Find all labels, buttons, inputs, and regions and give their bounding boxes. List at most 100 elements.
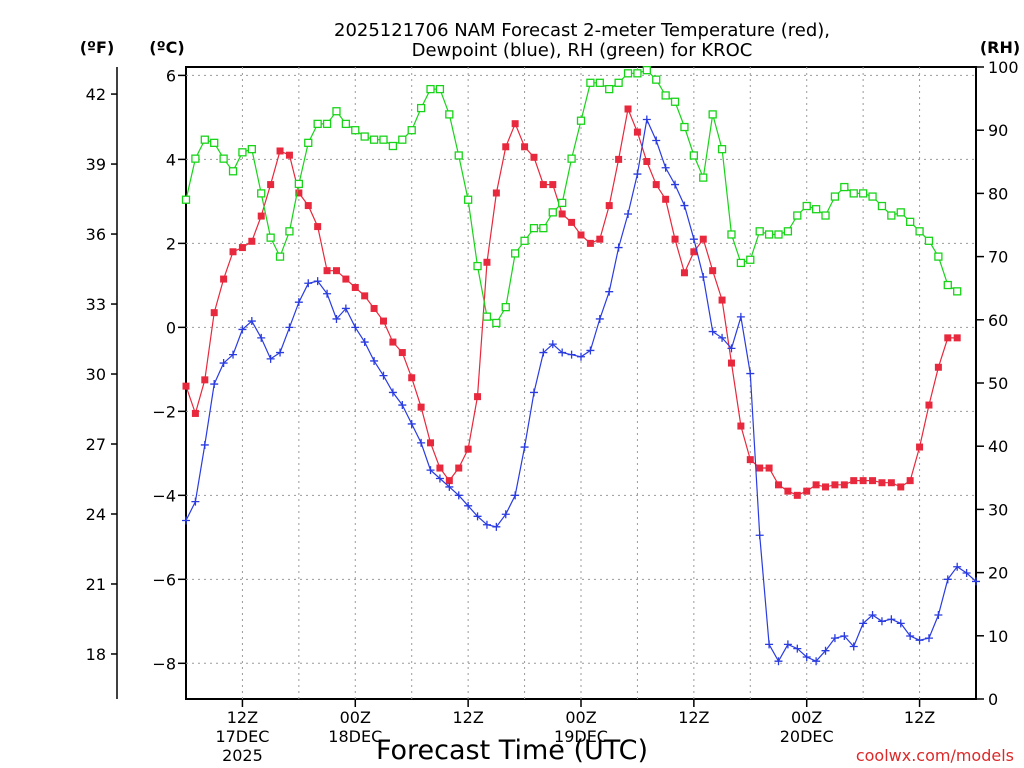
- temperature-point: [295, 189, 303, 197]
- dewpoint-point: [558, 348, 567, 357]
- time-tick-label: 12Z: [678, 708, 709, 727]
- temperature-point: [793, 491, 801, 499]
- rh-point: [868, 192, 877, 201]
- dewpoint-point: [624, 209, 633, 218]
- dewpoint-point: [821, 646, 830, 655]
- temperature-point: [398, 349, 406, 357]
- rh-point: [285, 227, 294, 236]
- dewpoint-point: [388, 388, 397, 397]
- rh-tick-label: 100: [988, 58, 1019, 77]
- rh-point: [915, 227, 924, 236]
- rh-point: [802, 201, 811, 211]
- fahrenheit-tick-label: 39: [86, 155, 106, 174]
- dewpoint-point: [351, 323, 360, 332]
- rh-point: [614, 78, 623, 87]
- rh-point: [708, 110, 717, 119]
- temperature-point: [605, 202, 613, 210]
- dewpoint-point: [972, 577, 980, 586]
- dewpoint-point: [482, 520, 491, 529]
- fahrenheit-tick-label: 36: [86, 225, 106, 244]
- dewpoint-point: [736, 312, 745, 321]
- temperature-point: [511, 120, 519, 128]
- celsius-tick-label: −2: [152, 402, 176, 421]
- temperature-point: [332, 267, 340, 275]
- rh-point: [539, 224, 548, 233]
- dewpoint-point: [229, 350, 238, 359]
- dewpoint-point: [341, 304, 350, 313]
- rh-point: [793, 211, 802, 220]
- dewpoint-point: [313, 277, 322, 286]
- time-tick-date-label: 18DEC: [328, 727, 382, 746]
- dewpoint-point: [614, 243, 623, 252]
- temperature-point: [370, 304, 378, 312]
- temperature-point: [577, 231, 585, 239]
- temperature-point: [633, 128, 641, 136]
- time-tick-label: 12Z: [452, 708, 483, 727]
- rh-point: [247, 145, 256, 154]
- rh-point: [576, 116, 586, 125]
- dewpoint-point: [332, 314, 341, 323]
- rh-point: [755, 227, 764, 236]
- temperature-point: [690, 248, 698, 256]
- dewpoint-point: [802, 653, 811, 662]
- temperature-point: [822, 483, 830, 491]
- dewpoint-point: [294, 298, 303, 307]
- rh-point: [257, 189, 266, 198]
- time-tick-label: 12Z: [904, 708, 935, 727]
- dewpoint-point: [539, 348, 548, 357]
- temperature-point: [191, 409, 199, 417]
- temperature-point: [596, 235, 604, 243]
- chart-title-line-1: 2025121706 NAM Forecast 2-meter Temperat…: [334, 20, 830, 41]
- dewpoint-point: [529, 388, 538, 397]
- temperature-point: [944, 334, 952, 342]
- temperature-point: [455, 464, 463, 472]
- rh-point: [463, 195, 473, 204]
- rh-point: [830, 192, 840, 201]
- temperature-point: [182, 382, 190, 390]
- rh-point: [435, 84, 445, 94]
- dewpoint-point: [304, 279, 313, 288]
- rh-tick-label: 40: [988, 437, 1008, 456]
- rh-point: [548, 208, 557, 217]
- temperature-point: [746, 456, 754, 464]
- rh-point: [492, 318, 501, 328]
- temperature-point: [859, 477, 867, 485]
- dewpoint-point: [595, 314, 604, 323]
- celsius-tick-label: −4: [152, 486, 176, 505]
- dewpoint-point: [727, 344, 736, 353]
- dewpoint-point: [238, 325, 247, 334]
- temperature-point: [662, 195, 670, 203]
- rh-point: [821, 211, 830, 220]
- temperature-point: [267, 181, 275, 189]
- temperature-point: [285, 151, 293, 159]
- rh-point: [670, 97, 680, 106]
- rh-point: [680, 122, 689, 132]
- fahrenheit-tick-label: 42: [86, 85, 106, 104]
- rh-point: [445, 110, 454, 119]
- rh-tick-label: 50: [988, 374, 1008, 393]
- temperature-point: [840, 481, 848, 489]
- rh-unit-label: (RH): [980, 38, 1020, 57]
- dewpoint-point: [407, 419, 416, 428]
- temperature-point: [680, 269, 688, 277]
- rh-point: [454, 151, 463, 160]
- rh-point: [877, 201, 887, 211]
- rh-point: [294, 179, 304, 189]
- rh-point: [426, 84, 435, 94]
- dewpoint-point: [464, 501, 473, 510]
- dewpoint-point: [840, 632, 849, 641]
- fahrenheit-tick-label: 18: [86, 645, 106, 664]
- time-tick-date-label: 17DEC: [215, 727, 269, 746]
- dewpoint-point: [812, 657, 821, 666]
- dewpoint-point: [360, 338, 369, 347]
- rh-point: [840, 182, 849, 192]
- dewpoint-point: [915, 636, 924, 645]
- celsius-tick-label: 2: [166, 234, 176, 253]
- dewpoint-point: [247, 317, 256, 326]
- temperature-point: [427, 439, 435, 447]
- rh-tick-label: 90: [988, 121, 1008, 140]
- temperature-point: [210, 309, 218, 317]
- dewpoint-point: [266, 354, 275, 363]
- temperature-point: [436, 464, 444, 472]
